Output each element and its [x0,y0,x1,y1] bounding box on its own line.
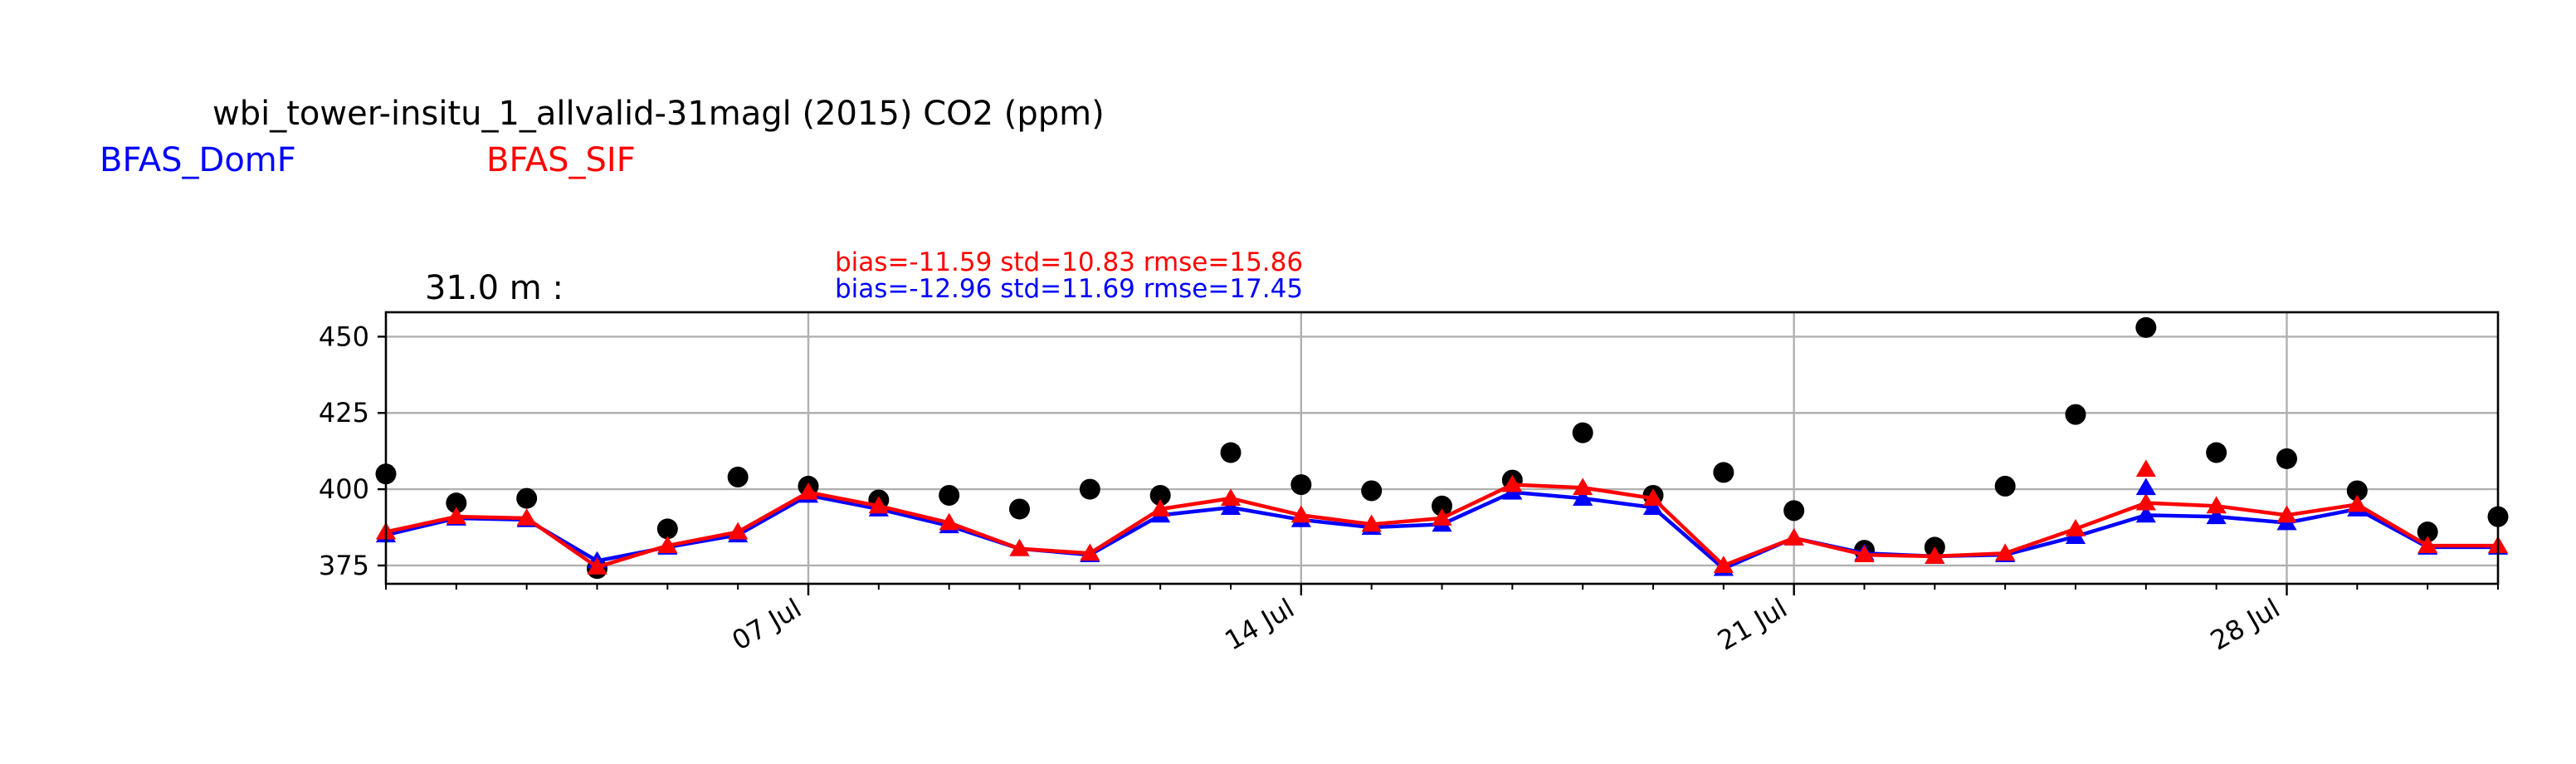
marker-sif [2276,505,2297,523]
marker-sif [728,522,749,540]
x-tick-label: 28 Jul [2205,592,2286,657]
observed-point [1149,484,1171,506]
stats-bfas-sif: bias=-11.59 std=10.83 rmse=15.86 [835,247,1304,277]
plot-frame [384,311,2500,585]
observed-point [516,487,538,509]
marker-sif [657,536,678,553]
marker-domf [1573,488,1593,507]
observed-point [656,518,678,540]
marker-sif [2065,518,2086,536]
marker-sif [1290,505,1311,523]
marker-sif [1854,545,1875,563]
marker-sif [1220,488,1242,507]
marker-sif [868,496,889,514]
marker-sif [1642,488,1664,507]
y-tick-label: 450 [319,321,369,352]
observed-point [1432,495,1452,517]
observed-point [1994,475,2016,497]
marker-domf [2135,505,2156,523]
observed-point [1783,500,1805,522]
marker-sif [2417,536,2438,553]
marker-domf [2206,507,2227,525]
marker-sif [516,508,537,526]
observed-point [1572,422,1593,443]
marker-sif [939,512,959,531]
observed-point [2135,316,2157,338]
extra-marker-domf [2135,478,2156,496]
legend-entry-bfas-sif: BFAS_SIF [486,141,636,179]
marker-sif [587,556,607,575]
extra-marker-sif [2135,459,2156,478]
marker-domf [1642,497,1664,516]
observed-point [2276,448,2297,469]
observed-point [2346,480,2368,502]
series-layer [375,316,2509,580]
observed-point [2206,442,2227,463]
marker-sif [2135,492,2156,511]
observed-point [1361,480,1383,502]
observed-point [2417,522,2438,543]
y-tick-label: 400 [319,473,369,505]
stats-bfas-domf: bias=-12.96 std=11.69 rmse=17.45 [835,274,1304,304]
marker-sif [1009,538,1030,556]
x-tick-label: 14 Jul [1219,592,1300,657]
observed-point [1713,462,1734,483]
y-tick-label: 375 [319,550,369,581]
observed-point [1290,474,1312,496]
marker-sif [798,482,819,500]
observed-point [727,466,749,487]
marker-sif [1573,478,1593,496]
marker-sif [1502,474,1523,492]
marker-sif [1783,528,1804,546]
observed-point [1079,478,1100,500]
observed-point [1009,498,1030,520]
marker-domf [1220,497,1242,516]
height-label: 31.0 m : [425,269,564,307]
marker-sif [1995,543,2016,561]
marker-sif [1713,556,1734,573]
marker-sif [446,507,466,525]
marker-sif [1361,514,1382,532]
marker-sif [2206,496,2227,514]
x-tick-label: 21 Jul [1712,592,1793,657]
grid-lines [386,312,2498,584]
chart-title: wbi_tower-insitu_1_allvalid-31magl (2015… [212,95,1105,133]
y-tick-label: 425 [319,397,369,429]
marker-sif [2347,494,2368,512]
observed-point [2065,404,2086,425]
x-tick-label: 07 Jul [726,592,807,657]
marker-sif [1925,546,1945,564]
observed-point [939,484,960,506]
observed-point [446,492,467,514]
marker-sif [1432,508,1452,526]
marker-sif [1080,543,1100,561]
legend-entry-bfas-domf: BFAS_DomF [100,141,296,179]
observed-point [1220,442,1242,463]
marker-sif [1150,499,1171,517]
